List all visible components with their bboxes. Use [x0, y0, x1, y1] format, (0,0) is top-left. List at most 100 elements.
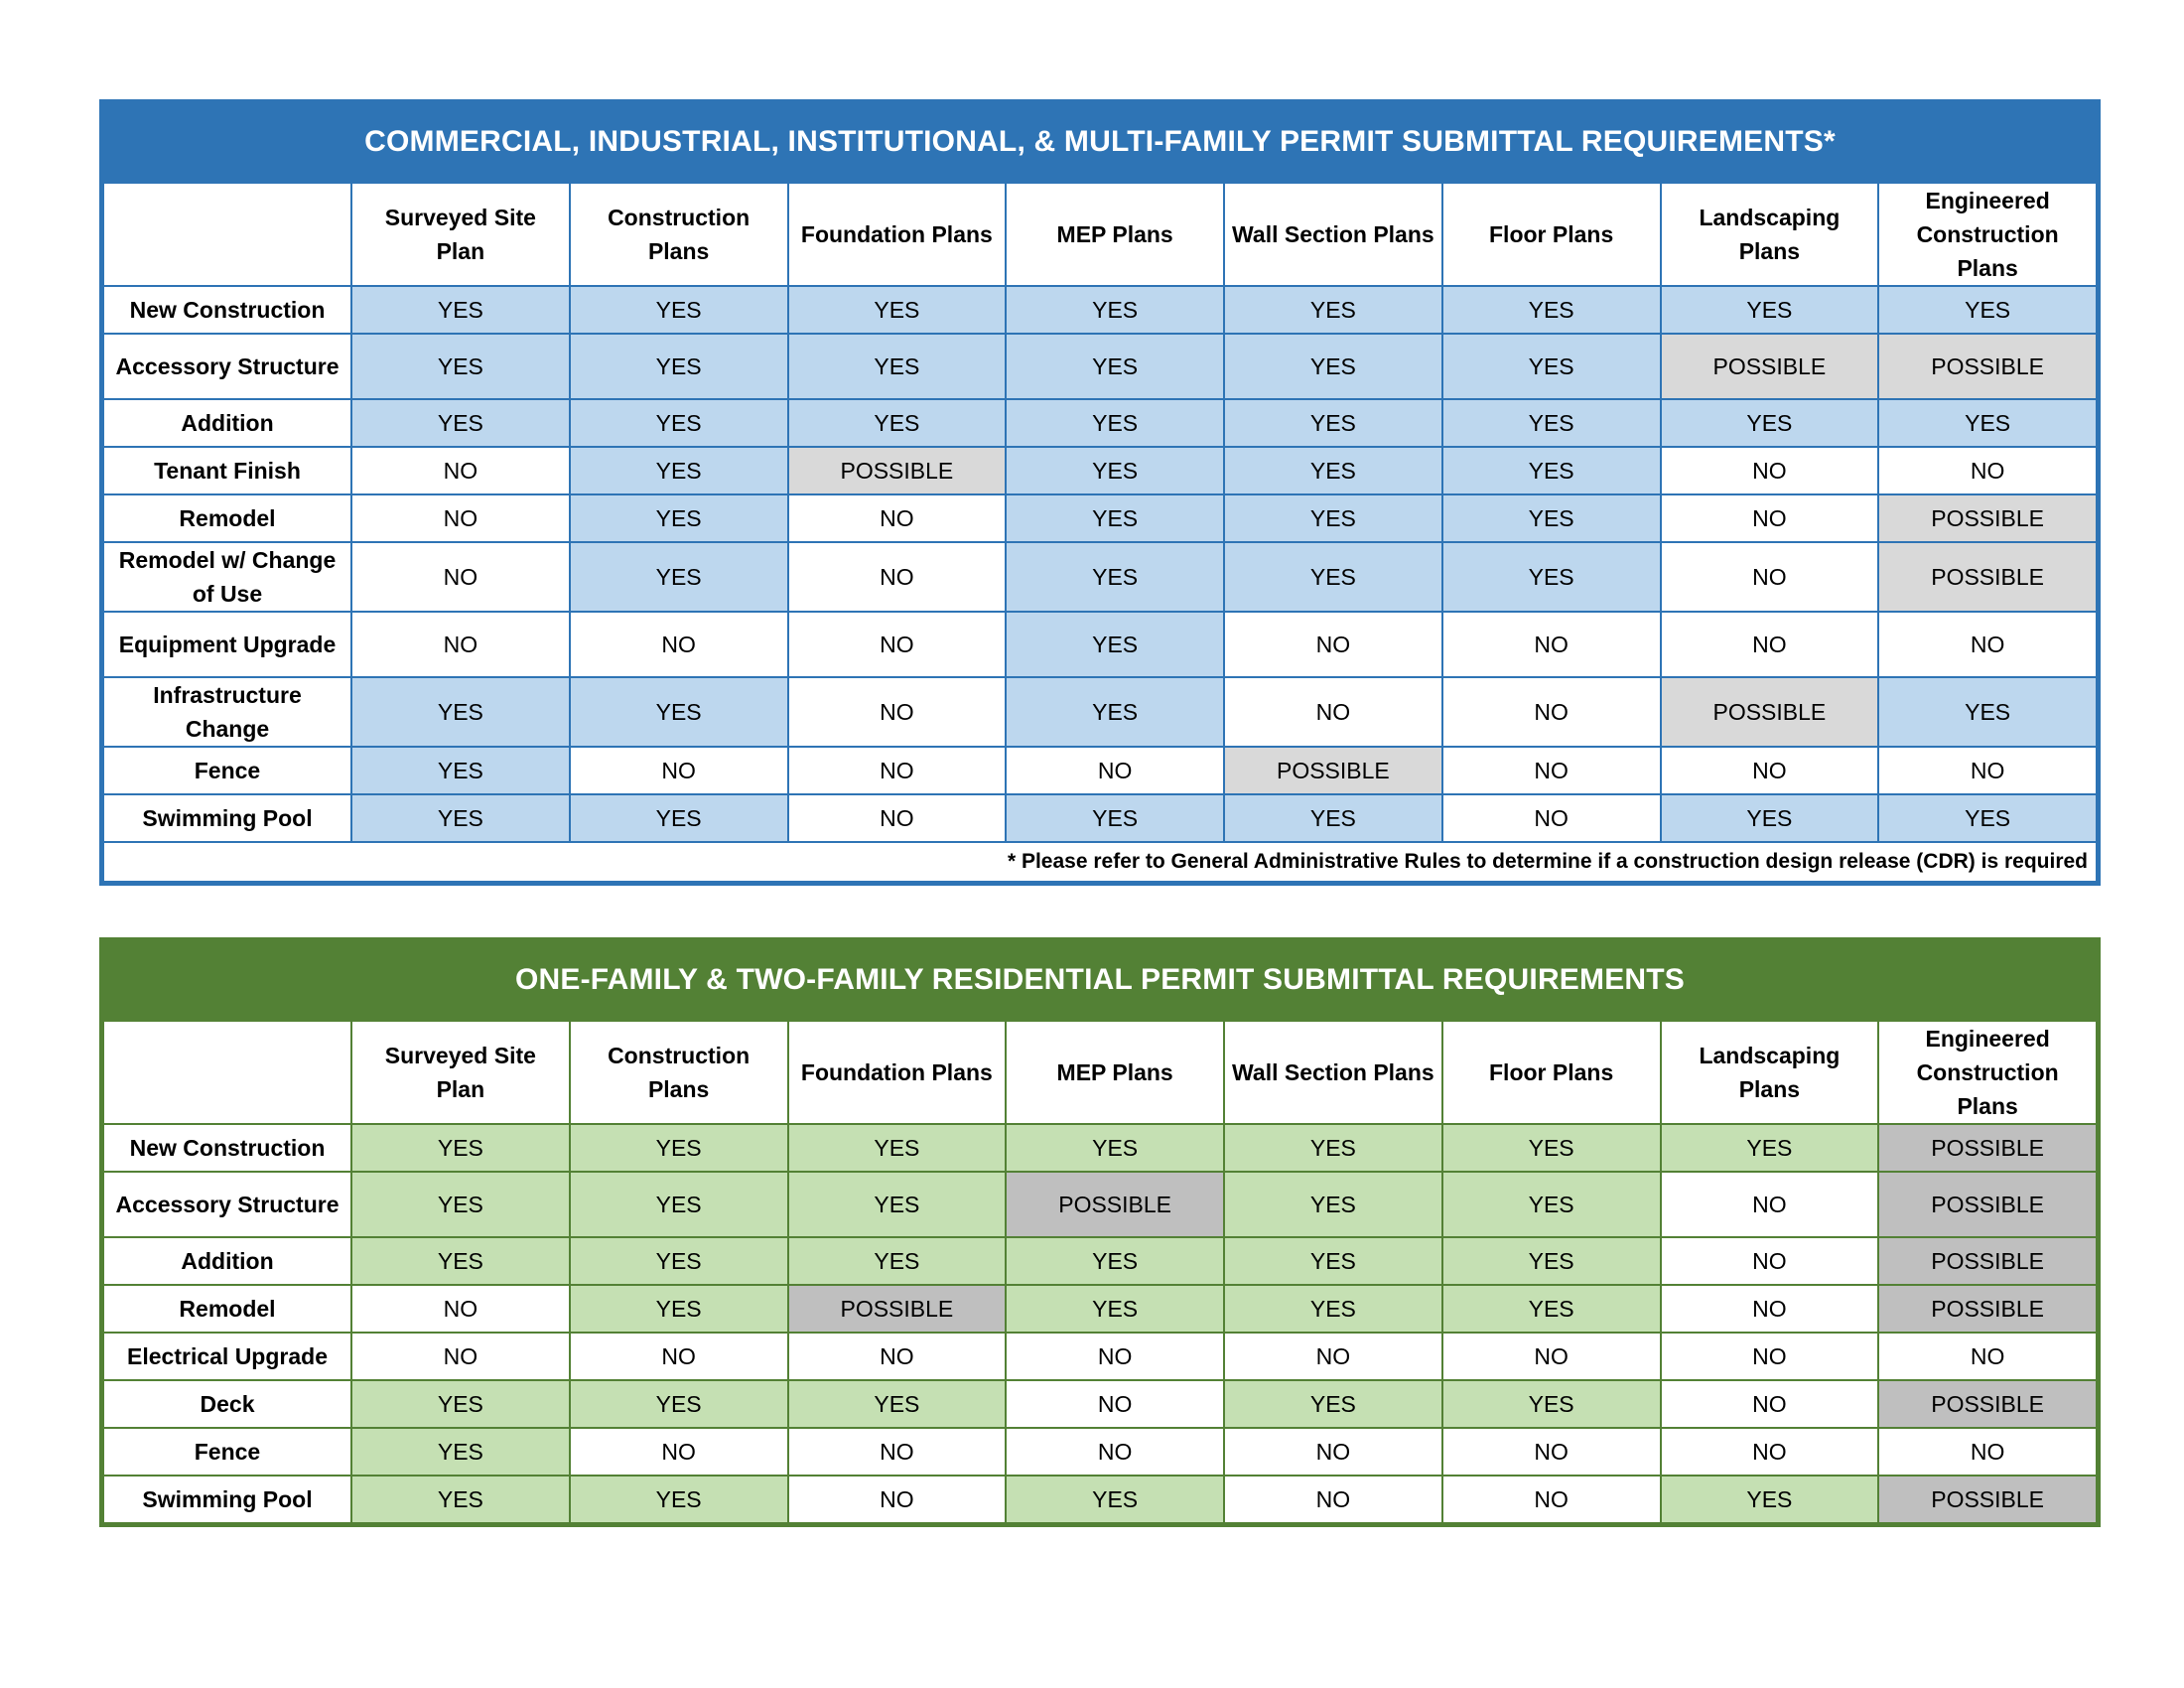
row-label: Tenant Finish — [102, 446, 352, 495]
row-label: Remodel — [102, 1284, 352, 1334]
column-header: Surveyed Site Plan — [350, 1020, 571, 1125]
residential-requirements-panel: ONE-FAMILY & TWO-FAMILY RESIDENTIAL PERM… — [99, 937, 2101, 1527]
corner-cell — [102, 182, 352, 287]
requirement-cell: NO — [1659, 1332, 1880, 1381]
table-row: Addition YES YES YES YES YES YES YES YES — [102, 398, 2098, 448]
requirement-cell: POSSIBLE — [786, 1284, 1008, 1334]
requirement-cell: NO — [1440, 746, 1662, 795]
column-header: MEP Plans — [1005, 182, 1225, 287]
table-row: Fence YES NO NO NO POSSIBLE NO NO NO — [102, 746, 2098, 795]
requirement-cell: YES — [1005, 285, 1225, 335]
requirement-cell: NO — [1440, 1427, 1662, 1477]
requirement-cell: POSSIBLE — [1877, 1284, 2098, 1334]
requirement-cell: YES — [568, 398, 789, 448]
column-header: Wall Section Plans — [1223, 182, 1443, 287]
requirement-cell: NO — [1223, 676, 1443, 748]
requirement-cell: NO — [786, 1475, 1008, 1524]
requirement-cell: POSSIBLE — [1877, 1123, 2098, 1173]
requirement-cell: YES — [1440, 493, 1662, 543]
table-row: Swimming Pool YES YES NO YES YES NO YES YES — [102, 793, 2098, 843]
row-label: Addition — [102, 1236, 352, 1286]
requirement-cell: YES — [568, 541, 789, 613]
requirement-cell: YES — [786, 285, 1008, 335]
requirement-cell: YES — [350, 1123, 571, 1173]
requirement-cell: NO — [1005, 1427, 1225, 1477]
commercial-requirements-panel: COMMERCIAL, INDUSTRIAL, INSTITUTIONAL, &… — [99, 99, 2101, 886]
requirement-cell: YES — [1659, 1123, 1880, 1173]
requirement-cell: YES — [1440, 285, 1662, 335]
residential-requirements-table: Surveyed Site Plan Construction Plans Fo… — [102, 1020, 2098, 1524]
column-header: Engineered Construction Plans — [1877, 182, 2098, 287]
row-label: Fence — [102, 746, 352, 795]
requirement-cell: NO — [568, 1427, 789, 1477]
requirement-cell: YES — [350, 285, 571, 335]
requirement-cell: NO — [350, 446, 571, 495]
requirement-cell: YES — [1877, 398, 2098, 448]
requirement-cell: NO — [1659, 746, 1880, 795]
requirement-cell: NO — [1659, 493, 1880, 543]
column-header: Construction Plans — [568, 182, 789, 287]
table-row: New Construction YES YES YES YES YES YES YES POS… — [102, 1123, 2098, 1173]
requirement-cell: NO — [1877, 446, 2098, 495]
table-row: Addition YES YES YES YES YES YES NO POSSIBLE — [102, 1236, 2098, 1286]
requirement-cell: YES — [568, 1284, 789, 1334]
footnote: * Please refer to General Administrative… — [102, 841, 2098, 883]
requirement-cell: YES — [350, 1171, 571, 1238]
requirement-cell: NO — [1005, 1379, 1225, 1429]
requirement-cell: POSSIBLE — [1005, 1171, 1225, 1238]
requirement-cell: NO — [1659, 1427, 1880, 1477]
requirement-cell: YES — [1223, 1123, 1443, 1173]
requirement-cell: YES — [1005, 793, 1225, 843]
table-row: Remodel w/ Change of Use NO YES NO YES YES YES… — [102, 541, 2098, 613]
residential-table-body: New Construction YES YES YES YES YES YES YES POS… — [102, 1123, 2098, 1524]
row-label: New Construction — [102, 1123, 352, 1173]
requirement-cell: YES — [350, 333, 571, 400]
requirement-cell: NO — [1005, 1332, 1225, 1381]
requirement-cell: YES — [1223, 398, 1443, 448]
row-label: Infrastructure Change — [102, 676, 352, 748]
column-header: Floor Plans — [1440, 1020, 1662, 1125]
requirement-cell: NO — [1659, 1284, 1880, 1334]
requirement-cell: YES — [1440, 1171, 1662, 1238]
requirement-cell: NO — [1877, 1427, 2098, 1477]
requirement-cell: YES — [568, 493, 789, 543]
row-label: Remodel w/ Change of Use — [102, 541, 352, 613]
requirement-cell: NO — [786, 746, 1008, 795]
requirement-cell: YES — [1223, 493, 1443, 543]
requirement-cell: YES — [786, 1123, 1008, 1173]
table-row: Accessory Structure YES YES YES YES YES YES POS… — [102, 333, 2098, 400]
requirement-cell: NO — [1659, 1379, 1880, 1429]
requirement-cell: YES — [568, 676, 789, 748]
requirement-cell: NO — [350, 1332, 571, 1381]
column-header: Landscaping Plans — [1659, 182, 1880, 287]
requirement-cell: NO — [1440, 611, 1662, 678]
table-row: Electrical Upgrade NO NO NO NO NO NO NO NO — [102, 1332, 2098, 1381]
requirement-cell: NO — [1659, 1171, 1880, 1238]
table-row: Fence YES NO NO NO NO NO NO NO — [102, 1427, 2098, 1477]
requirement-cell: YES — [1440, 1236, 1662, 1286]
table-row: Remodel NO YES POSSIBLE YES YES YES NO POSSIBLE — [102, 1284, 2098, 1334]
requirement-cell: YES — [1440, 1284, 1662, 1334]
row-label: New Construction — [102, 285, 352, 335]
requirement-cell: YES — [1005, 446, 1225, 495]
table-row: Deck YES YES YES NO YES YES NO POSSIBLE — [102, 1379, 2098, 1429]
column-header: Surveyed Site Plan — [350, 182, 571, 287]
column-header: Construction Plans — [568, 1020, 789, 1125]
requirement-cell: NO — [350, 1284, 571, 1334]
table-row: Tenant Finish NO YES POSSIBLE YES YES YES NO NO — [102, 446, 2098, 495]
residential-title: ONE-FAMILY & TWO-FAMILY RESIDENTIAL PERM… — [102, 940, 2098, 1020]
requirement-cell: NO — [1659, 541, 1880, 613]
requirement-cell: YES — [1877, 793, 2098, 843]
requirement-cell: NO — [1440, 1475, 1662, 1524]
requirement-cell: YES — [1223, 793, 1443, 843]
requirement-cell: YES — [1005, 1284, 1225, 1334]
requirement-cell: YES — [1440, 446, 1662, 495]
commercial-title: COMMERCIAL, INDUSTRIAL, INSTITUTIONAL, &… — [102, 102, 2098, 182]
column-header: Engineered Construction Plans — [1877, 1020, 2098, 1125]
requirement-cell: YES — [1440, 398, 1662, 448]
requirement-cell: NO — [1877, 611, 2098, 678]
requirement-cell: NO — [1223, 1332, 1443, 1381]
column-header: Foundation Plans — [786, 1020, 1008, 1125]
row-label: Deck — [102, 1379, 352, 1429]
commercial-requirements-table: Surveyed Site Plan Construction Plans Fo… — [102, 182, 2098, 883]
